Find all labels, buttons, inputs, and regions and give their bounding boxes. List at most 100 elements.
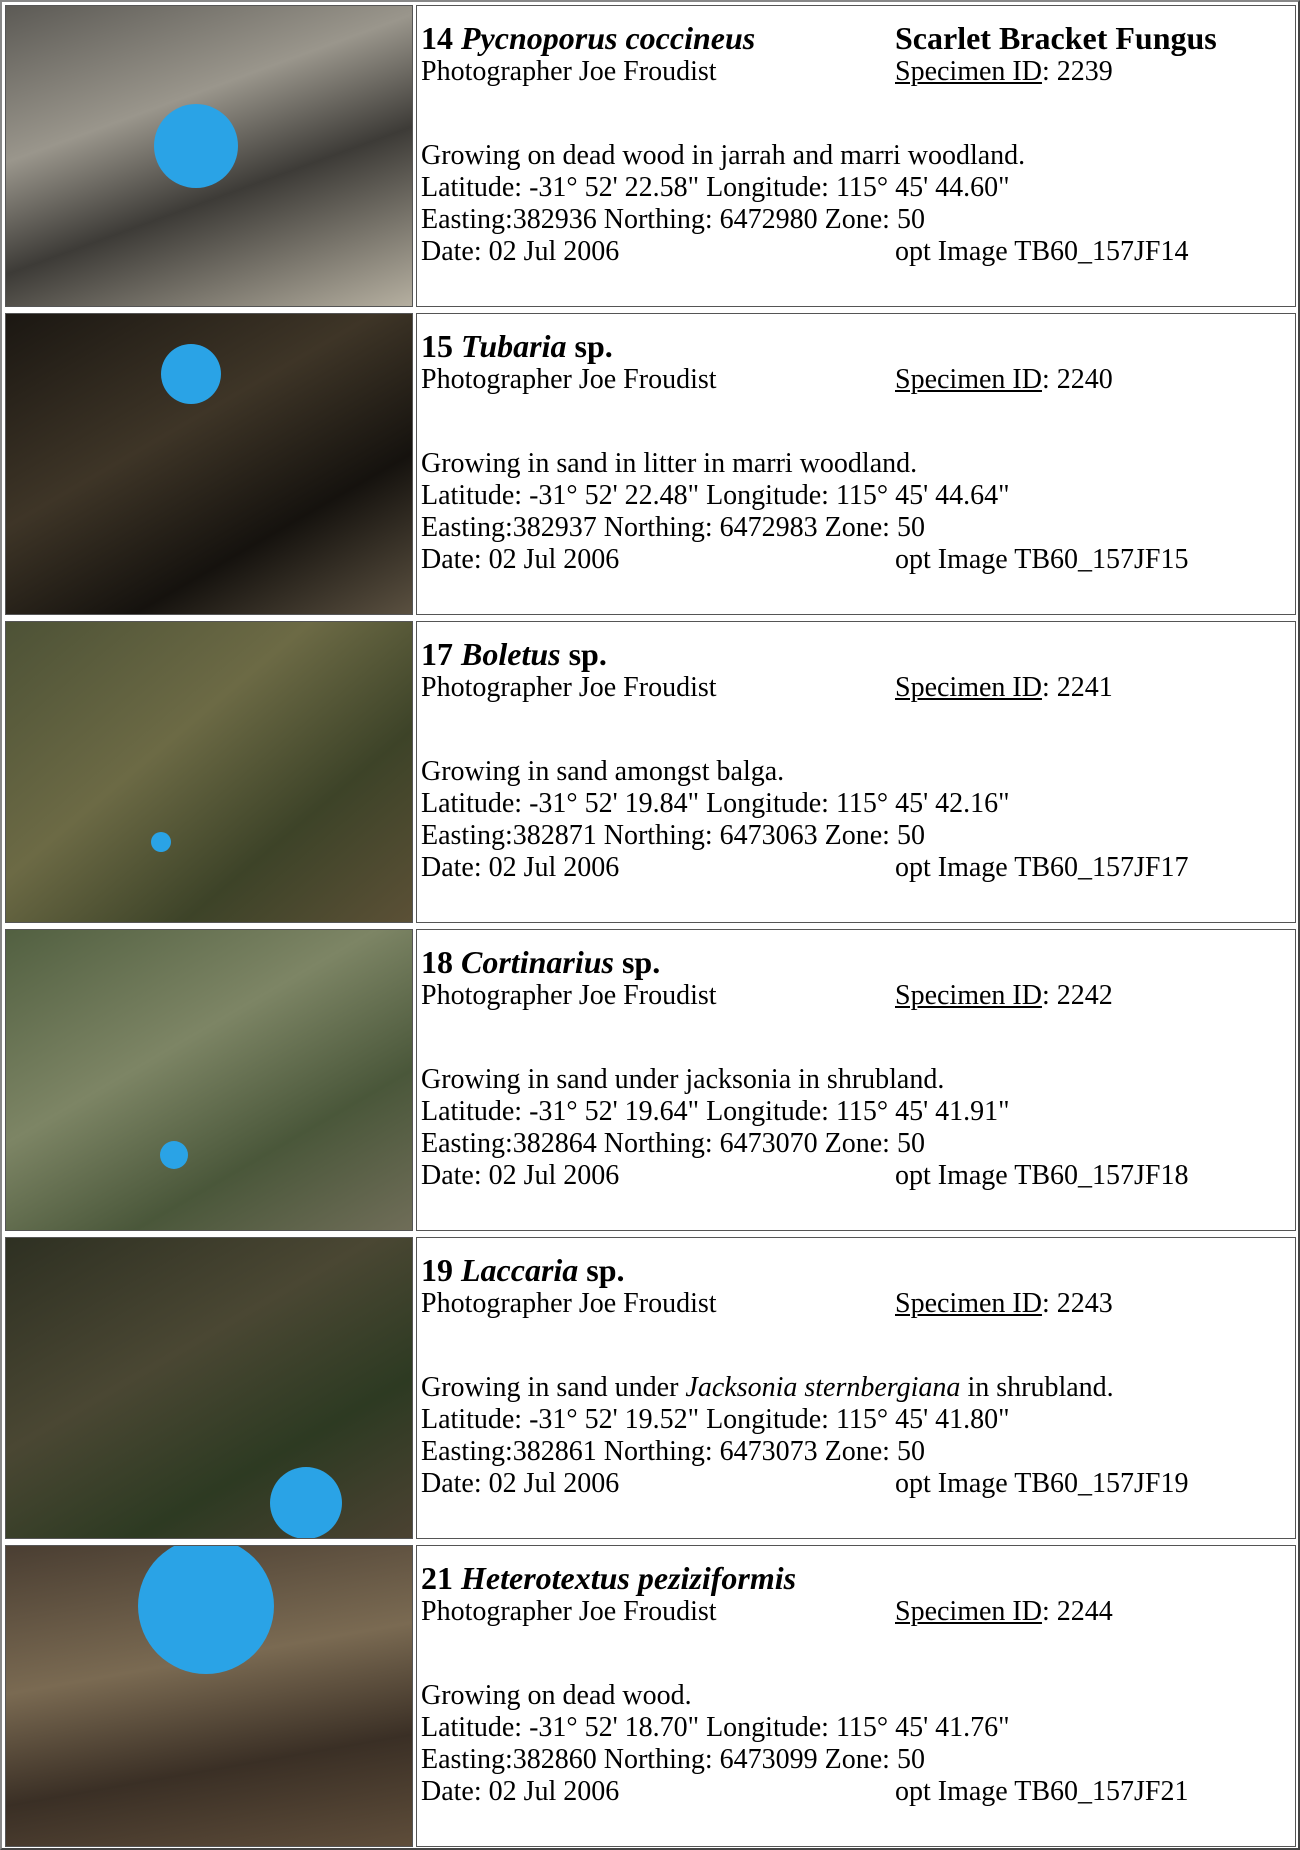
lat-long: Latitude: -31° 52' 19.52" Longitude: 115… [421, 1404, 1010, 1435]
date: Date: 02 Jul 2006 [421, 852, 620, 883]
date: Date: 02 Jul 2006 [421, 236, 620, 267]
specimen: Specimen ID: 2242 [895, 980, 1113, 1012]
photographer: Photographer Joe Froudist [421, 1288, 717, 1319]
habitat-text: Growing in sand in litter in marri woodl… [421, 448, 918, 479]
date: Date: 02 Jul 2006 [421, 1160, 620, 1191]
specimen-label[interactable]: Specimen ID [895, 56, 1042, 87]
specimen-id: : 2241 [1041, 672, 1113, 703]
species-name: Heterotextus peziziformis [461, 1560, 797, 1596]
specimen-id: : 2242 [1041, 980, 1113, 1011]
name-suffix: sp. [578, 1252, 625, 1288]
specimen-id: : 2244 [1041, 1596, 1113, 1627]
species-name: Tubaria [461, 328, 567, 364]
record-text: 19 Laccaria sp. Photographer Joe Froudist… [416, 1237, 1296, 1539]
habitat: Growing on dead wood. [421, 1680, 692, 1712]
image-ref: opt Image TB60_157JF21 [895, 1776, 1189, 1807]
specimen-photo [5, 929, 413, 1231]
habitat-text: Growing on dead wood in jarrah and marri… [421, 140, 1026, 171]
image-ref: opt Image TB60_157JF19 [895, 1468, 1189, 1499]
record-row: 15 Tubaria sp. Photographer Joe Froudist S… [2, 310, 1298, 616]
specimen-photo [5, 1237, 413, 1539]
grid-ref: Easting:382861 Northing: 6473073 Zone: 5… [421, 1436, 925, 1467]
specimen-photo [5, 5, 413, 307]
species-name: Pycnoporus coccineus [461, 20, 756, 56]
common-name: Scarlet Bracket Fungus [895, 20, 1217, 56]
grid-ref: Easting:382936 Northing: 6472980 Zone: 5… [421, 204, 925, 235]
image-ref: opt Image TB60_157JF15 [895, 544, 1189, 575]
record-row: 17 Boletus sp. Photographer Joe Froudist S… [2, 618, 1298, 924]
photographer: Photographer Joe Froudist [421, 1596, 717, 1627]
date: Date: 02 Jul 2006 [421, 1776, 620, 1807]
record-number: 17 [421, 636, 453, 672]
record-number: 21 [421, 1560, 453, 1596]
photographer: Photographer Joe Froudist [421, 364, 717, 395]
record-title: 19 Laccaria sp. [421, 1252, 625, 1288]
date: Date: 02 Jul 2006 [421, 544, 620, 575]
habitat-text: Growing in sand amongst balga. [421, 756, 785, 787]
record-row: 21 Heterotextus peziziformis Photographer… [2, 1542, 1298, 1848]
habitat-text: in shrubland. [960, 1372, 1114, 1403]
record-title: 18 Cortinarius sp. [421, 944, 660, 980]
grid-ref: Easting:382871 Northing: 6473063 Zone: 5… [421, 820, 925, 851]
habitat-text: Jacksonia sternbergiana [685, 1372, 961, 1403]
record-title: 14 Pycnoporus coccineus [421, 20, 755, 56]
specimen-label[interactable]: Specimen ID [895, 364, 1042, 395]
grid-ref: Easting:382860 Northing: 6473099 Zone: 5… [421, 1744, 925, 1775]
image-ref: opt Image TB60_157JF18 [895, 1160, 1189, 1191]
specimen-label[interactable]: Specimen ID [895, 672, 1042, 703]
habitat: Growing in sand amongst balga. [421, 756, 784, 788]
lat-long: Latitude: -31° 52' 18.70" Longitude: 115… [421, 1712, 1010, 1743]
specimen: Specimen ID: 2243 [895, 1288, 1113, 1320]
habitat: Growing in sand in litter in marri woodl… [421, 448, 917, 480]
date: Date: 02 Jul 2006 [421, 1468, 620, 1499]
specimen-photo [5, 1545, 413, 1847]
photo-label-disc [160, 1141, 188, 1169]
specimen-id: : 2239 [1041, 56, 1113, 87]
habitat: Growing on dead wood in jarrah and marri… [421, 140, 1025, 172]
record-title: 21 Heterotextus peziziformis [421, 1560, 796, 1596]
record-text: 15 Tubaria sp. Photographer Joe Froudist S… [416, 313, 1296, 615]
specimen: Specimen ID: 2244 [895, 1596, 1113, 1628]
photographer: Photographer Joe Froudist [421, 56, 717, 87]
lat-long: Latitude: -31° 52' 19.64" Longitude: 115… [421, 1096, 1010, 1127]
specimen-label[interactable]: Specimen ID [895, 1288, 1042, 1319]
specimen-label[interactable]: Specimen ID [895, 980, 1042, 1011]
record-number: 19 [421, 1252, 453, 1288]
specimen: Specimen ID: 2239 [895, 56, 1113, 88]
name-suffix: sp. [560, 636, 607, 672]
specimen: Specimen ID: 2241 [895, 672, 1113, 704]
lat-long: Latitude: -31° 52' 22.48" Longitude: 115… [421, 480, 1010, 511]
lat-long: Latitude: -31° 52' 22.58" Longitude: 115… [421, 172, 1010, 203]
photo-label-disc [154, 104, 238, 188]
species-name: Cortinarius [461, 944, 614, 980]
record-title: 15 Tubaria sp. [421, 328, 613, 364]
specimen-label[interactable]: Specimen ID [895, 1596, 1042, 1627]
species-name: Laccaria [461, 1252, 579, 1288]
specimen: Specimen ID: 2240 [895, 364, 1113, 396]
habitat-text: Growing in sand under [421, 1372, 686, 1403]
lat-long: Latitude: -31° 52' 19.84" Longitude: 115… [421, 788, 1010, 819]
specimen-photo [5, 313, 413, 615]
specimen-id: : 2243 [1041, 1288, 1113, 1319]
image-ref: opt Image TB60_157JF17 [895, 852, 1189, 883]
photo-label-disc [270, 1467, 342, 1538]
record-row: 18 Cortinarius sp. Photographer Joe Froud… [2, 926, 1298, 1232]
record-text: 18 Cortinarius sp. Photographer Joe Froud… [416, 929, 1296, 1231]
photographer: Photographer Joe Froudist [421, 672, 717, 703]
photo-label-disc [161, 344, 221, 404]
specimen-photo [5, 621, 413, 923]
name-suffix: sp. [613, 944, 661, 980]
habitat-text: Growing in sand under jacksonia in shrub… [421, 1064, 945, 1095]
record-text: 17 Boletus sp. Photographer Joe Froudist S… [416, 621, 1296, 923]
record-number: 14 [421, 20, 453, 56]
grid-ref: Easting:382864 Northing: 6473070 Zone: 5… [421, 1128, 925, 1159]
habitat: Growing in sand under jacksonia in shrub… [421, 1064, 944, 1096]
record-text: 21 Heterotextus peziziformis Photographer… [416, 1545, 1296, 1847]
habitat: Growing in sand under Jacksonia sternber… [421, 1372, 1114, 1404]
habitat-text: Growing on dead wood. [421, 1680, 692, 1711]
species-name: Boletus [461, 636, 561, 672]
photo-label-disc [151, 832, 171, 852]
record-number: 18 [421, 944, 453, 980]
record-text: 14 Pycnoporus coccineus Scarlet Bracket F… [416, 5, 1296, 307]
